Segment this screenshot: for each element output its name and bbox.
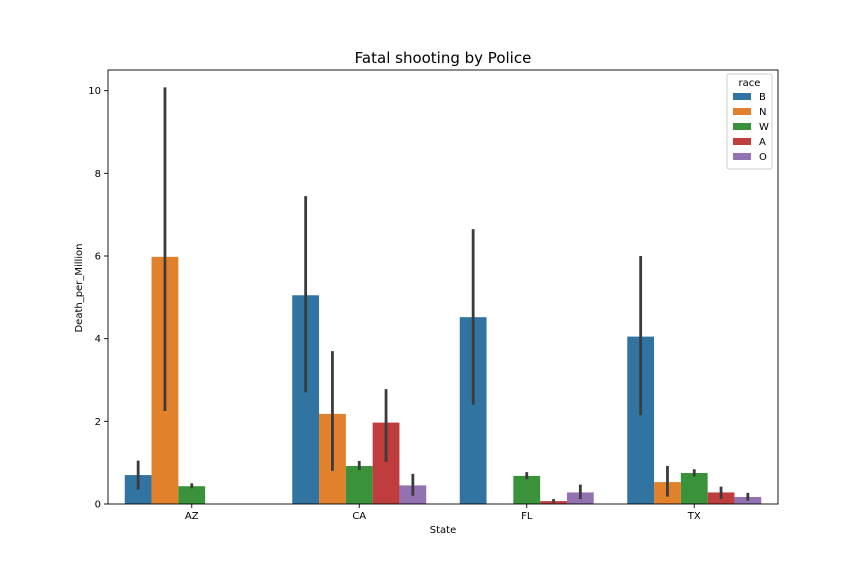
legend-swatch-w xyxy=(733,123,751,130)
legend-label-w: W xyxy=(759,122,769,133)
chart-title: Fatal shooting by Police xyxy=(355,49,532,67)
legend-title: race xyxy=(739,78,761,89)
legend-swatch-b xyxy=(733,93,751,100)
y-tick-label-10: 10 xyxy=(88,86,101,97)
error-bars-layer xyxy=(136,87,750,503)
plot-frame xyxy=(107,69,779,505)
axes-layer: 0 2 4 6 8 10 AZ CA FL TX xyxy=(88,69,779,522)
bar-fl-w xyxy=(513,475,541,504)
x-tick-label-az: AZ xyxy=(185,511,199,522)
bar-ca-w xyxy=(345,465,373,504)
legend-label-o: O xyxy=(759,152,767,163)
legend-label-a: A xyxy=(759,137,766,148)
legend-swatch-n xyxy=(733,108,751,115)
bar-az-w xyxy=(178,486,206,504)
bars-layer xyxy=(124,256,762,504)
legend-swatch-a xyxy=(733,138,751,145)
legend-label-b: B xyxy=(759,92,766,103)
y-tick-label-2: 2 xyxy=(95,417,101,428)
legend-label-n: N xyxy=(759,107,766,118)
x-tick-label-ca: CA xyxy=(352,511,366,522)
legend-swatch-o xyxy=(733,153,751,160)
x-axis-label: State xyxy=(430,525,456,536)
y-tick-label-8: 8 xyxy=(95,169,101,180)
bar-tx-w xyxy=(680,473,708,504)
x-tick-label-tx: TX xyxy=(687,511,701,522)
y-tick-label-4: 4 xyxy=(95,334,101,345)
x-tick-label-fl: FL xyxy=(521,511,533,522)
y-tick-label-6: 6 xyxy=(95,252,101,263)
y-tick-label-0: 0 xyxy=(95,500,101,511)
y-axis-label: Death_per_Million xyxy=(74,243,85,332)
